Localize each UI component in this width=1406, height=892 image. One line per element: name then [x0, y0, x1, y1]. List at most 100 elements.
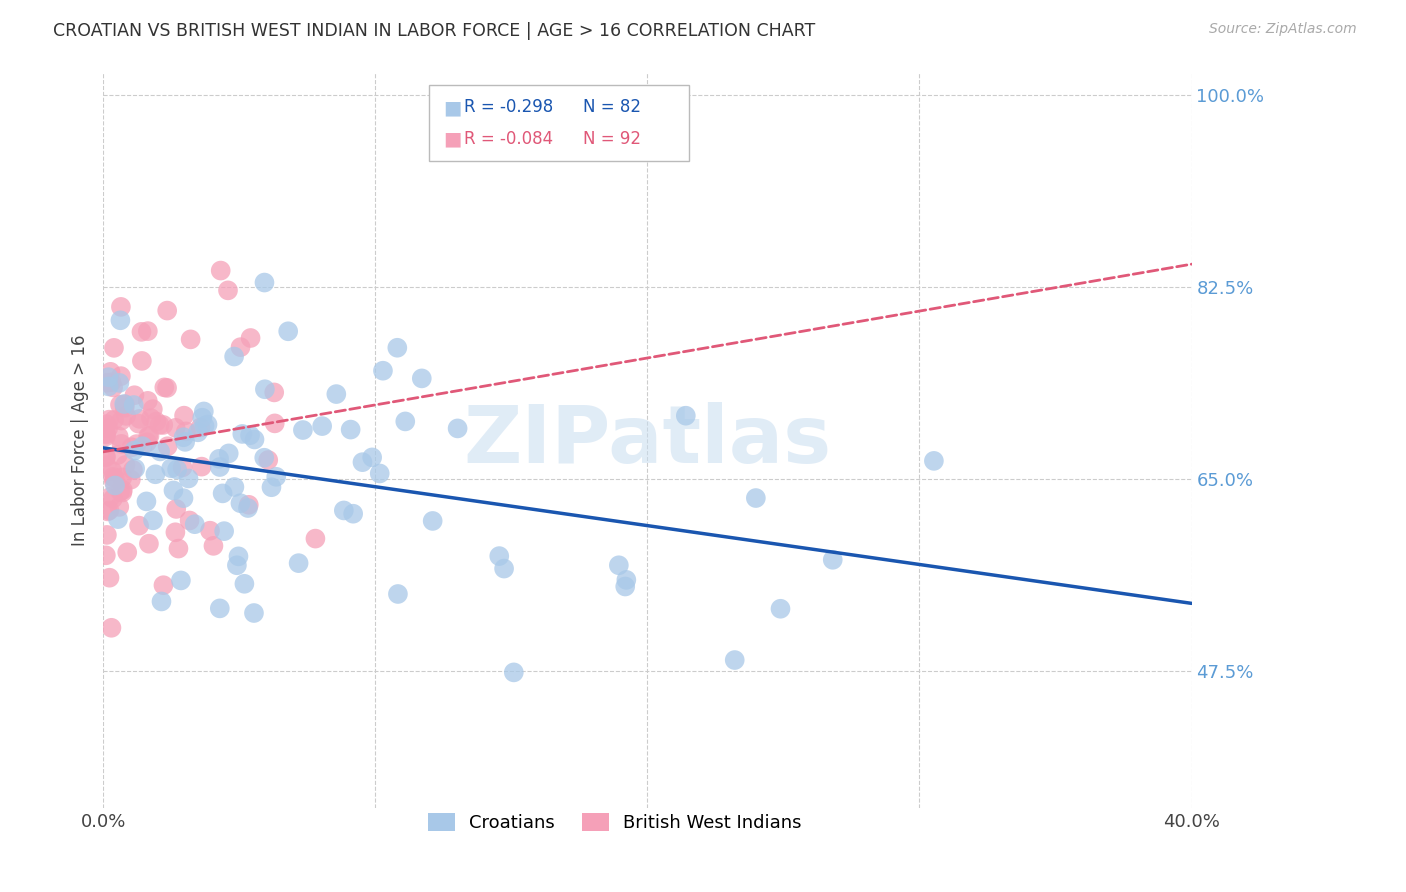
Point	[160, 461, 183, 475]
Legend: Croatians, British West Indians: Croatians, British West Indians	[420, 805, 808, 839]
Point	[103, 341, 125, 355]
Point	[100, 621, 122, 635]
Point	[107, 448, 129, 462]
Point	[197, 417, 219, 432]
Point	[225, 558, 247, 573]
Point	[263, 417, 285, 431]
Point	[145, 415, 167, 429]
Point	[208, 601, 231, 615]
Point	[111, 470, 134, 484]
Point	[165, 525, 187, 540]
Point	[101, 464, 124, 478]
Point	[122, 463, 145, 477]
Point	[107, 429, 129, 443]
Point	[253, 276, 276, 290]
Point	[131, 325, 153, 339]
Point	[264, 470, 287, 484]
Point	[263, 385, 285, 400]
Point	[142, 513, 165, 527]
Point	[98, 412, 121, 426]
Point	[387, 341, 409, 355]
Point	[607, 558, 630, 573]
Point	[94, 427, 117, 442]
Point	[152, 578, 174, 592]
Point	[101, 380, 124, 394]
Point	[231, 426, 253, 441]
Point	[156, 439, 179, 453]
Point	[229, 496, 252, 510]
Point	[165, 502, 187, 516]
Point	[239, 428, 262, 442]
Point	[136, 429, 159, 443]
Point	[97, 379, 120, 393]
Point	[253, 382, 276, 396]
Point	[108, 376, 131, 390]
Point	[502, 665, 524, 680]
Point	[769, 601, 792, 615]
Point	[139, 411, 162, 425]
Point	[124, 388, 146, 402]
Point	[131, 354, 153, 368]
Point	[94, 450, 117, 464]
Point	[208, 451, 231, 466]
Point	[174, 434, 197, 449]
Point	[172, 460, 194, 475]
Point	[103, 413, 125, 427]
Point	[236, 501, 259, 516]
Point	[138, 429, 160, 443]
Point	[243, 606, 266, 620]
Point	[149, 417, 172, 432]
Point	[114, 397, 136, 411]
Point	[166, 462, 188, 476]
Point	[675, 409, 697, 423]
Point	[193, 404, 215, 418]
Point	[96, 417, 118, 431]
Point	[97, 421, 120, 435]
Point	[173, 491, 195, 505]
Point	[260, 480, 283, 494]
Point	[339, 423, 361, 437]
Point	[209, 263, 232, 277]
Point	[98, 503, 121, 517]
Point	[100, 365, 122, 379]
Point	[114, 458, 136, 472]
Text: N = 92: N = 92	[583, 130, 641, 148]
Point	[361, 450, 384, 465]
Point	[304, 532, 326, 546]
Point	[257, 453, 280, 467]
Point	[394, 414, 416, 428]
Point	[100, 490, 122, 504]
Point	[614, 580, 637, 594]
Point	[125, 437, 148, 451]
Point	[120, 473, 142, 487]
Point	[238, 498, 260, 512]
Text: Source: ZipAtlas.com: Source: ZipAtlas.com	[1209, 22, 1357, 37]
Point	[922, 454, 945, 468]
Point	[174, 425, 197, 439]
Point	[110, 437, 132, 451]
Point	[211, 486, 233, 500]
Point	[107, 512, 129, 526]
Point	[101, 470, 124, 484]
Point	[97, 504, 120, 518]
Point	[229, 340, 252, 354]
Text: ZIPatlas: ZIPatlas	[463, 401, 831, 480]
Point	[110, 369, 132, 384]
Point	[156, 303, 179, 318]
Point	[411, 371, 433, 385]
Point	[287, 556, 309, 570]
Point	[187, 425, 209, 440]
Point	[108, 500, 131, 514]
Point	[190, 420, 212, 434]
Point	[115, 545, 138, 559]
Point	[387, 587, 409, 601]
Point	[114, 401, 136, 415]
Point	[138, 537, 160, 551]
Point	[145, 467, 167, 482]
Point	[177, 471, 200, 485]
Point	[224, 350, 246, 364]
Point	[110, 300, 132, 314]
Point	[202, 539, 225, 553]
Point	[96, 528, 118, 542]
Point	[111, 483, 134, 497]
